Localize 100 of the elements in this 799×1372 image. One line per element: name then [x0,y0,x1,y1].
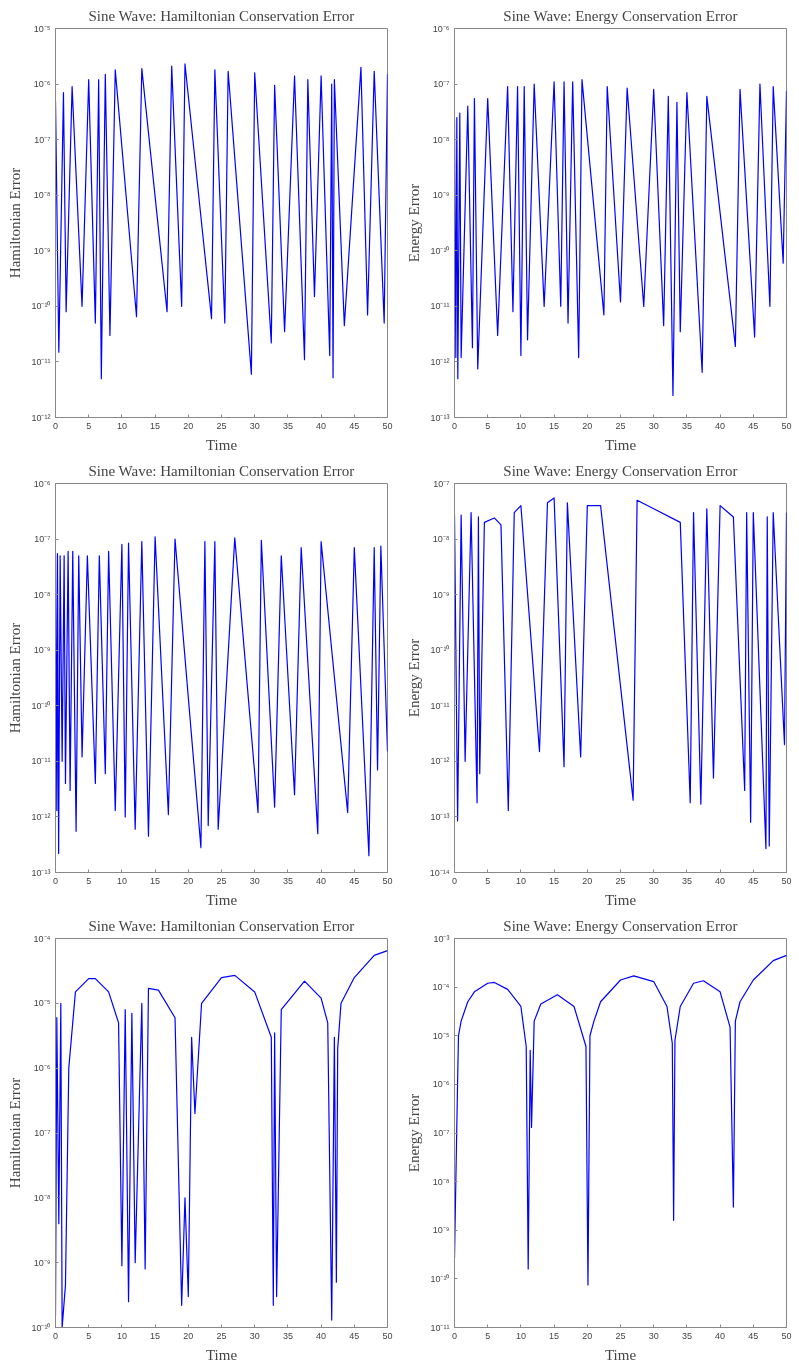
x-tick-label: 35 [681,875,692,886]
x-axis-title: Time [205,891,238,908]
x-axis-title: Time [604,1346,637,1363]
y-tick-label: 10⁻¹⁴ [429,867,450,878]
x-tick-label: 30 [249,1330,260,1341]
x-tick-label: 15 [549,420,560,431]
chart-title: Sine Wave: Hamiltonian Conservation Error [88,7,355,24]
x-tick-label: 5 [485,1330,491,1341]
x-tick-label: 5 [86,420,92,431]
x-tick-label: 50 [781,875,792,886]
x-tick-label: 5 [86,1330,92,1341]
x-tick-label: 40 [316,1330,327,1341]
x-tick-label: 0 [452,875,458,886]
y-tick-label: 10⁻¹⁰ [31,1322,51,1333]
x-tick-label: 5 [485,875,491,886]
x-tick-label: 50 [781,1330,792,1341]
x-tick-label: 35 [282,420,293,431]
x-tick-label: 25 [615,1330,626,1341]
x-tick-label: 25 [615,875,626,886]
y-tick-label: 10⁻⁵ [33,23,51,34]
y-tick-label: 10⁻¹⁰ [31,301,51,312]
x-tick-label: 50 [382,420,393,431]
chart-title: Sine Wave: Energy Conservation Error [503,462,738,479]
x-tick-label: 40 [715,875,726,886]
y-tick-label: 10⁻¹² [31,412,51,423]
x-tick-label: 10 [116,1330,127,1341]
x-tick-label: 20 [183,420,194,431]
y-tick-label: 10⁻⁷ [433,478,450,489]
x-tick-label: 10 [515,420,526,431]
chart-title: Sine Wave: Hamiltonian Conservation Error [88,462,355,479]
x-tick-label: 40 [316,875,327,886]
x-tick-label: 20 [582,875,593,886]
y-tick-label: 10⁻⁷ [433,1128,450,1138]
x-tick-label: 0 [53,875,59,886]
y-tick-label: 10⁻⁵ [33,998,51,1009]
x-tick-label: 10 [515,1330,526,1341]
y-tick-label: 10⁻¹⁰ [430,1273,450,1284]
x-tick-label: 40 [316,420,327,431]
y-tick-label: 10⁻⁶ [33,478,51,489]
x-axis-title: Time [205,1346,238,1363]
y-tick-label: 10⁻¹⁰ [31,700,51,711]
x-tick-label: 45 [349,420,360,431]
y-tick-label: 10⁻⁶ [432,23,450,34]
y-tick-label: 10⁻⁹ [33,245,51,256]
x-tick-label: 40 [715,420,726,431]
x-tick-label: 10 [116,875,127,886]
x-tick-label: 25 [216,1330,227,1341]
x-tick-label: 0 [452,1330,458,1341]
y-tick-label: 10⁻¹³ [430,811,450,822]
x-tick-label: 50 [382,875,393,886]
y-tick-label: 10⁻¹¹ [31,756,51,767]
y-axis-title: Energy Error [405,638,422,718]
y-tick-label: 10⁻⁸ [33,1192,51,1203]
x-tick-label: 5 [485,420,491,431]
x-tick-label: 30 [648,875,659,886]
y-axis-title: Hamiltonian Error [7,167,24,279]
y-tick-label: 10⁻¹¹ [31,356,51,367]
chart-title: Sine Wave: Energy Conservation Error [503,7,738,24]
y-tick-label: 10⁻¹² [430,756,450,767]
x-tick-label: 50 [781,420,792,431]
y-tick-label: 10⁻⁸ [432,134,450,145]
x-tick-label: 30 [648,1330,659,1341]
y-tick-label: 10⁻¹¹ [430,301,450,312]
y-tick-label: 10⁻⁸ [432,534,450,545]
x-tick-label: 25 [216,420,227,431]
y-tick-label: 10⁻⁵ [432,1030,450,1041]
y-tick-label: 10⁻⁹ [432,1225,450,1236]
x-tick-label: 0 [53,1330,59,1341]
y-tick-label: 10⁻⁷ [433,79,450,90]
y-tick-label: 10⁻⁴ [33,933,51,944]
y-tick-label: 10⁻⁷ [34,134,51,145]
x-axis-title: Time [205,436,238,453]
x-tick-label: 45 [748,875,759,886]
y-tick-label: 10⁻¹⁰ [430,645,450,656]
x-tick-label: 20 [183,875,194,886]
x-tick-label: 0 [452,420,458,431]
y-tick-label: 10⁻⁸ [33,190,51,201]
x-tick-label: 20 [582,1330,593,1341]
y-tick-label: 10⁻⁸ [33,589,51,600]
x-tick-label: 35 [681,420,692,431]
x-tick-label: 45 [748,420,759,431]
y-tick-label: 10⁻⁶ [432,1079,450,1090]
x-tick-label: 10 [515,875,526,886]
x-axis-title: Time [604,436,637,453]
chart-title: Sine Wave: Energy Conservation Error [503,917,738,934]
chart-title: Sine Wave: Hamiltonian Conservation Error [88,917,355,934]
y-tick-label: 10⁻¹¹ [430,1322,450,1333]
x-tick-label: 5 [86,875,92,886]
x-tick-label: 35 [282,875,293,886]
x-tick-label: 15 [150,420,161,431]
y-tick-label: 10⁻⁷ [34,1128,51,1138]
y-tick-label: 10⁻⁶ [33,79,51,90]
x-tick-label: 15 [150,875,161,886]
x-tick-label: 30 [249,875,260,886]
x-tick-label: 10 [116,420,127,431]
y-tick-label: 10⁻¹¹ [430,700,450,711]
x-tick-label: 35 [681,1330,692,1341]
y-tick-label: 10⁻⁹ [432,589,450,600]
y-tick-label: 10⁻¹³ [31,867,51,878]
y-tick-label: 10⁻⁹ [33,645,51,656]
